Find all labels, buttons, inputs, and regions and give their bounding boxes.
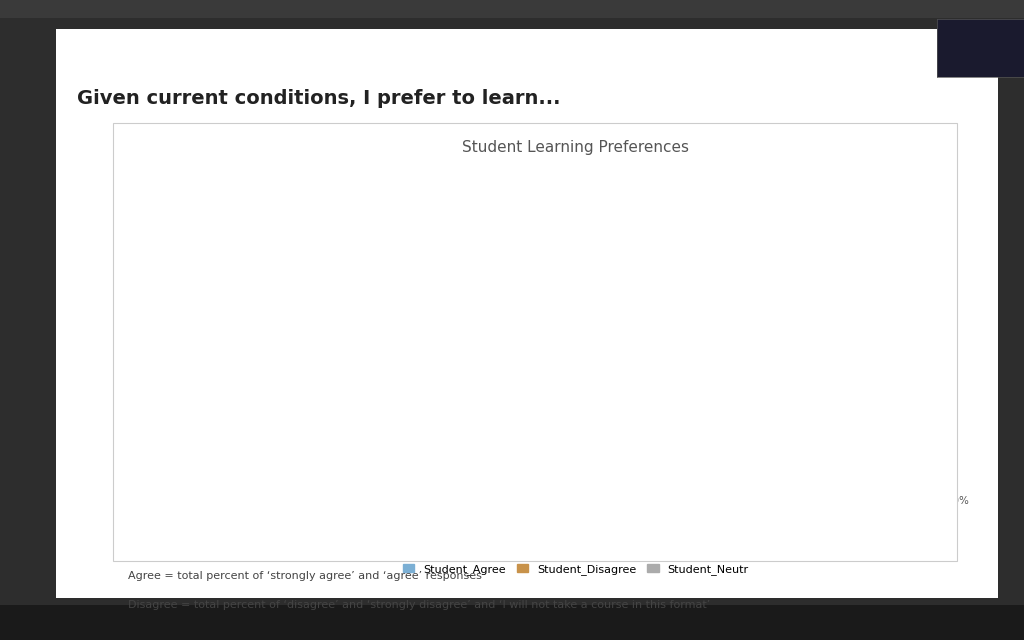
Bar — [633, 358, 890, 382]
Bar — [205, 454, 649, 478]
Text: 37.78%: 37.78% — [712, 269, 752, 280]
Text: Agree = total percent of ‘strongly agree’ and ‘agree’ responses: Agree = total percent of ‘strongly agree… — [128, 571, 482, 581]
Bar — [205, 310, 624, 335]
Bar — [205, 263, 592, 287]
Text: 38.60%: 38.60% — [329, 222, 368, 232]
Text: 39.12%: 39.12% — [719, 413, 759, 423]
Bar — [624, 310, 896, 335]
Text: 52.39%: 52.39% — [380, 413, 419, 423]
Bar — [649, 454, 887, 478]
Text: 56.42%: 56.42% — [394, 317, 434, 328]
Bar — [887, 454, 947, 478]
Bar — [492, 215, 838, 239]
Legend: Student_Agree, Student_Disagree, Student_Neutr: Student_Agree, Student_Disagree, Student… — [400, 561, 752, 578]
Text: Student Learning Preferences: Student Learning Preferences — [463, 140, 689, 156]
Bar — [205, 215, 492, 239]
Text: 31.98%: 31.98% — [749, 461, 787, 471]
Bar — [838, 215, 947, 239]
Text: 46.65%: 46.65% — [645, 222, 684, 232]
Bar — [896, 310, 947, 335]
Text: Disagree = total percent of ‘disagree’ and ‘strongly disagree’ and ‘I will not t: Disagree = total percent of ‘disagree’ a… — [128, 600, 711, 610]
Bar — [592, 263, 872, 287]
Text: 52.10%: 52.10% — [379, 269, 418, 280]
Text: Given current conditions, I prefer to learn...: Given current conditions, I prefer to le… — [77, 88, 560, 108]
Text: 57.61%: 57.61% — [398, 365, 438, 376]
Bar — [884, 406, 947, 430]
Text: 59.87%: 59.87% — [408, 461, 446, 471]
Bar — [890, 358, 947, 382]
Text: 34.60%: 34.60% — [741, 365, 780, 376]
Bar — [594, 406, 884, 430]
Bar — [205, 406, 594, 430]
Bar — [205, 358, 633, 382]
Bar — [872, 263, 947, 287]
Text: 36.64%: 36.64% — [739, 317, 779, 328]
